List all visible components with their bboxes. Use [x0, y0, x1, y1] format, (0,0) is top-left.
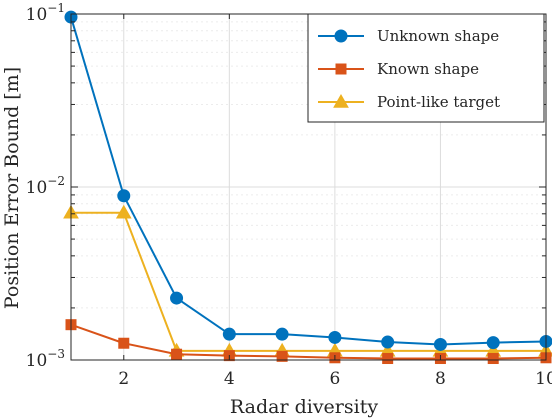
series-line — [70, 323, 547, 360]
data-point — [222, 327, 236, 341]
series-known-shape — [65, 319, 552, 365]
data-point — [487, 353, 499, 365]
legend-label: Point-like target — [377, 93, 500, 111]
data-point — [276, 350, 288, 362]
data-point — [171, 348, 183, 360]
y-tick-label: 10−3 — [26, 347, 65, 371]
y-tick-label: 10−1 — [26, 1, 65, 25]
legend-item: Known shape — [318, 60, 479, 78]
data-point — [381, 335, 395, 349]
series-line — [70, 16, 547, 346]
legend-item: Unknown shape — [318, 27, 499, 45]
data-point — [328, 330, 342, 344]
data-point — [275, 327, 289, 341]
series-line — [71, 211, 546, 352]
series-point-like-target — [63, 204, 552, 357]
x-tick-label: 8 — [435, 369, 446, 389]
y-axis-label: Position Error Bound [m] — [1, 67, 23, 309]
legend-marker — [335, 63, 347, 75]
x-tick-label: 4 — [224, 369, 235, 389]
data-point — [117, 189, 131, 203]
data-point — [118, 337, 130, 349]
x-tick-label: 6 — [329, 369, 340, 389]
data-point — [115, 204, 132, 219]
series-unknown-shape — [64, 10, 552, 351]
legend: Unknown shape Known shape Point-like targe… — [307, 13, 545, 123]
y-tick-label: 10−2 — [26, 174, 65, 198]
data-point — [170, 291, 184, 305]
data-point — [382, 353, 394, 365]
legend-label: Unknown shape — [377, 27, 499, 45]
legend-item: Point-like target — [318, 93, 500, 111]
legend-label: Known shape — [377, 60, 479, 78]
data-point — [433, 337, 447, 351]
legend-marker — [334, 29, 348, 43]
legend-marker — [333, 93, 349, 108]
x-tick-label: 2 — [118, 369, 129, 389]
x-tick-label: 10 — [535, 369, 552, 389]
data-point — [486, 336, 500, 350]
x-axis-label: Radar diversity — [230, 396, 378, 418]
tick-labels: 2 4 6 8 10 10−1 10−2 10−3 — [26, 1, 552, 389]
